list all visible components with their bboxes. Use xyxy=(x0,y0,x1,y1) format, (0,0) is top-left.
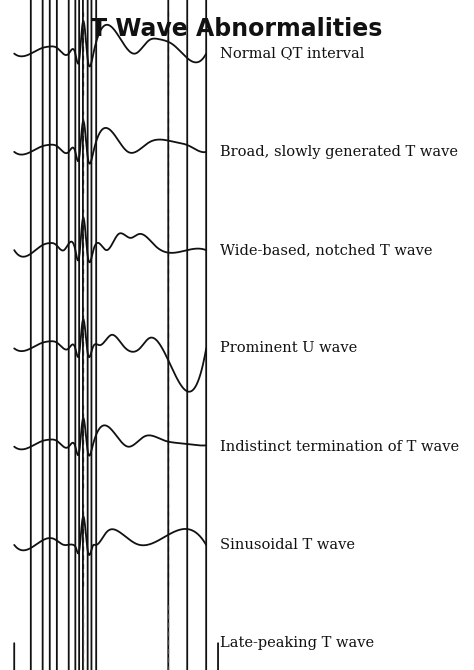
Text: Sinusoidal T wave: Sinusoidal T wave xyxy=(220,538,356,552)
Text: Indistinct termination of T wave: Indistinct termination of T wave xyxy=(220,440,459,454)
Text: Normal QT interval: Normal QT interval xyxy=(220,47,365,60)
Text: Broad, slowly generated T wave: Broad, slowly generated T wave xyxy=(220,145,458,159)
Text: Prominent U wave: Prominent U wave xyxy=(220,342,358,355)
Text: T Wave Abnormalities: T Wave Abnormalities xyxy=(91,17,383,41)
Text: Wide-based, notched T wave: Wide-based, notched T wave xyxy=(220,243,433,257)
Text: Late-peaking T wave: Late-peaking T wave xyxy=(220,636,374,650)
